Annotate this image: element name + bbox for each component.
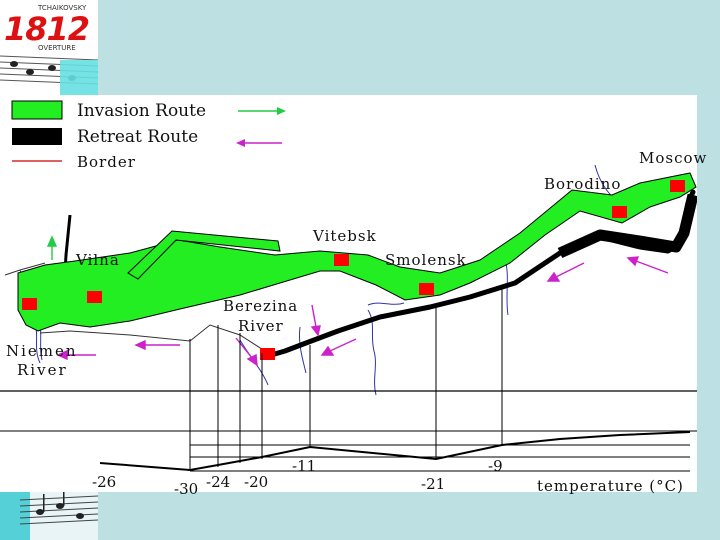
napoleon-campaign-map: Invasion Route Retreat Route Border Mosc… [0,95,706,497]
invasion-arrow-icon [46,235,58,260]
logo-subtitle: OVERTURE [38,44,76,52]
smolensk-marker [419,283,434,295]
retreat-arrow-icon [546,262,585,282]
invasion-north-branch [127,230,281,280]
vitebsk-marker [334,254,349,266]
legend-invasion-label: Invasion Route [77,101,207,121]
map-canvas [0,100,697,472]
sheet-music-graphic [0,0,98,95]
niemen-label-line2: River [17,361,68,379]
legend-invasion-arrow-icon [238,107,286,115]
legend-invasion-swatch [11,100,63,120]
retreat-arrow-icon [626,256,669,274]
retreat-arrow-icon [235,337,258,367]
temperature-axis-label: temperature (°C) [537,477,684,495]
retreat-arrow-icon [56,349,96,361]
legend-retreat-label: Retreat Route [77,127,199,147]
logo-number: 1812 [4,10,90,48]
temp-label: -30 [174,480,199,498]
smolensk-label: Smolensk [385,251,467,269]
invasion-route [17,172,697,332]
sheet-music-icon [0,492,98,540]
retreat-arrow-icon [320,338,357,356]
temp-label: -20 [244,473,269,491]
temperature-curve [99,431,691,472]
berezina-marker [260,348,275,360]
temp-label: -9 [488,457,503,475]
moscow-label: Moscow [639,149,708,167]
sheet-music-corner [0,492,98,540]
temp-label: -21 [421,475,446,493]
vilna-label: Vilna [76,251,120,269]
borodino-marker [612,206,627,218]
legend-retreat-arrow-icon [236,139,282,147]
berezina-label-line2: River [238,317,284,335]
borodino-label: Borodino [544,175,622,193]
city-markers [22,180,685,360]
niemen-marker [22,298,37,310]
overture-logo: TCHAIKOVSKY 1812 OVERTURE [0,0,98,95]
retreat-arrow-icon [310,304,321,337]
retreat-route-thick [557,193,697,259]
vilna-marker [87,291,102,303]
temp-label: -24 [206,473,231,491]
retreat-arrows [56,256,669,367]
temp-label: -11 [292,457,317,475]
temp-label: -26 [92,473,117,491]
legend-border-label: Border [77,153,136,171]
berezina-label-line1: Berezina [223,297,299,315]
legend-retreat-swatch [12,128,62,145]
retreat-arrow-icon [134,339,180,351]
logo-composer: TCHAIKOVSKY [38,4,87,12]
temperature-drop-lines [189,285,503,470]
invasion-arrows [46,235,58,260]
temperature-grid [0,430,697,472]
niemen-label-line1: Niemen [6,342,78,360]
moscow-marker [670,180,685,192]
vitebsk-label: Vitebsk [313,227,377,245]
